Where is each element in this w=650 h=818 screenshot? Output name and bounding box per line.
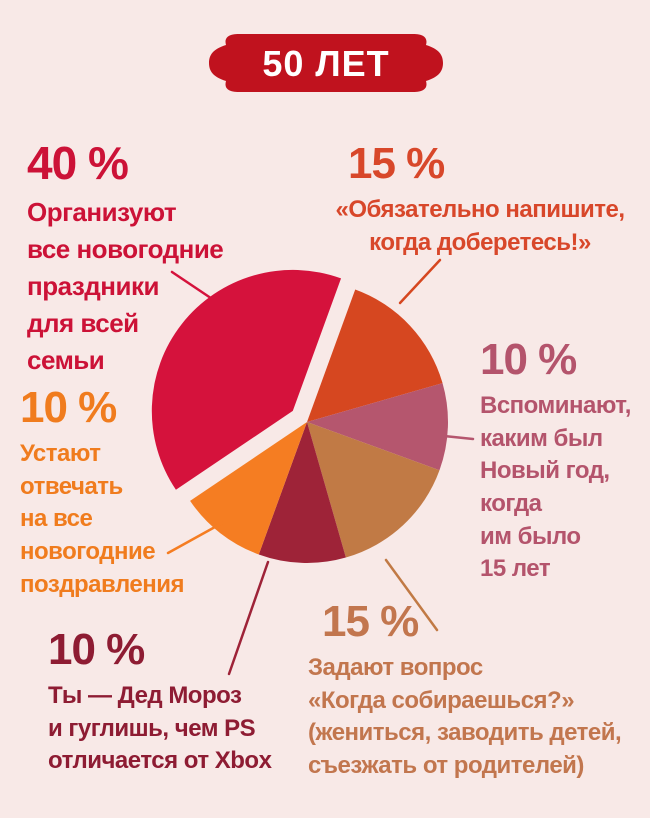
stat-block-write-when-arrive: 15 % «Обязательно напишите, когда добере…	[330, 142, 630, 259]
leader-line-3	[227, 560, 270, 676]
stat-block-organize: 40 % Организуют все новогодние праздники…	[27, 137, 224, 379]
stat-block-tired: 10 % Устают отвечать на все новогодние п…	[20, 386, 184, 601]
pie-slice-3	[258, 422, 346, 563]
leader-line-5	[170, 270, 250, 325]
badge-ribbon	[209, 34, 443, 92]
stat-percent-questions: 15 %	[322, 597, 419, 646]
pie-slice-4	[190, 422, 307, 555]
stat-percent-remember: 10 %	[480, 335, 577, 384]
stat-block-questions: 15 % Задают вопрос «Когда собираешься?» …	[308, 597, 622, 783]
stat-text-questions: Задают вопрос «Когда собираешься?» (жени…	[308, 654, 622, 779]
leader-line-4	[166, 520, 226, 555]
age-badge: 50 ЛЕТ	[203, 29, 449, 97]
stat-percent-ded-moroz: 10 %	[48, 625, 145, 674]
stat-text-write-when-arrive: «Обязательно напишите, когда доберетесь!…	[335, 196, 625, 256]
pie-slice-2	[307, 422, 440, 558]
stat-text-tired: Устают отвечать на все новогодние поздра…	[20, 440, 184, 598]
pie-slice-5	[151, 269, 342, 490]
pie-slice-1	[307, 383, 448, 471]
pie-slice-0	[307, 289, 443, 422]
stat-text-organize: Организуют все новогодние праздники для …	[27, 197, 224, 375]
stat-percent-write-when-arrive: 15 %	[348, 139, 445, 188]
leader-line-2	[384, 558, 439, 632]
stat-block-ded-moroz: 10 % Ты — Дед Мороз и гуглишь, чем PS от…	[48, 625, 272, 778]
badge-label: 50 ЛЕТ	[262, 43, 390, 84]
leader-line-0	[398, 258, 442, 305]
stat-block-remember: 10 % Вспоминают, каким был Новый год, ко…	[480, 338, 631, 586]
badge-ribbon-shape	[209, 34, 443, 92]
stat-text-remember: Вспоминают, каким был Новый год, когда и…	[480, 392, 631, 583]
stat-percent-organize: 40 %	[27, 137, 129, 189]
stat-percent-tired: 10 %	[20, 383, 117, 432]
leader-line-1	[442, 434, 475, 441]
stat-text-ded-moroz: Ты — Дед Мороз и гуглишь, чем PS отличае…	[48, 682, 272, 775]
